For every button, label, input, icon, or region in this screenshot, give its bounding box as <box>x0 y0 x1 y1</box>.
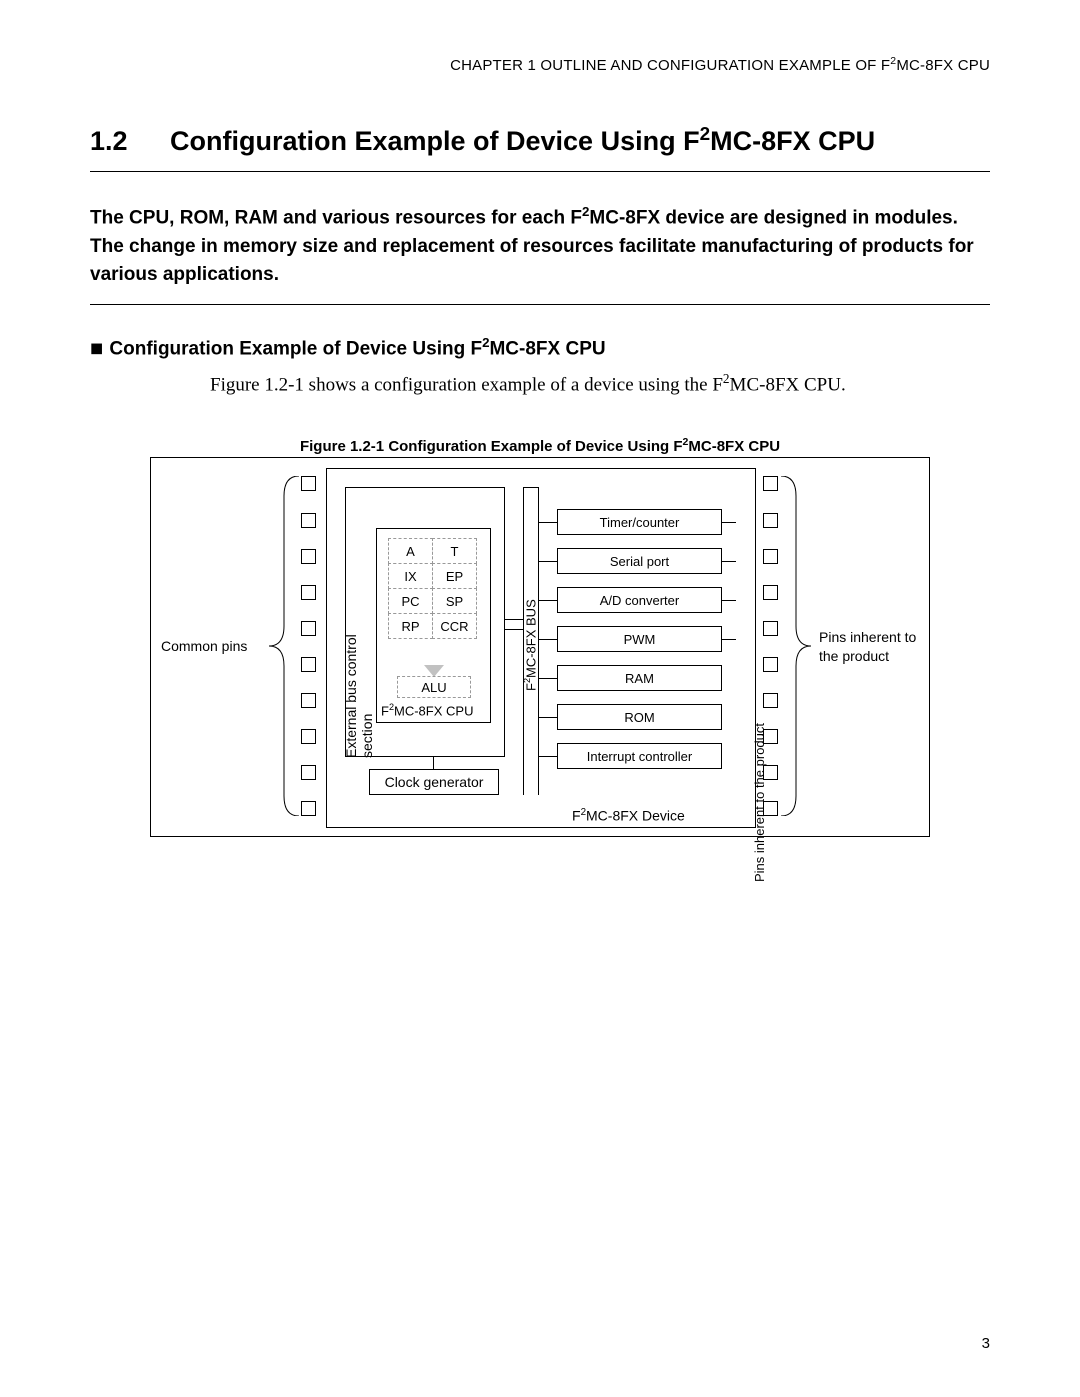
pin <box>301 621 316 636</box>
cpu-block: F2MC-8FX CPU ATIXEPPCSPRPCCR ALU <box>376 528 491 723</box>
periph-link <box>539 522 557 523</box>
periph-link <box>539 717 557 718</box>
pins-product-label: Pins inherent to the product <box>752 723 767 882</box>
pin <box>301 585 316 600</box>
register-cell: IX <box>388 563 433 589</box>
page-number: 3 <box>982 1335 990 1352</box>
brace-right <box>781 476 821 816</box>
clock-link <box>433 757 434 769</box>
register-cell: A <box>388 538 433 564</box>
brace-left <box>259 476 299 816</box>
device-box: F2MC-8FX Device External bus control sec… <box>326 468 756 828</box>
pin <box>763 476 778 491</box>
periph-link <box>539 600 557 601</box>
register-cell: EP <box>432 563 477 589</box>
ext-bus-label: External bus control section <box>343 597 375 758</box>
peripheral-box: A/D converter <box>557 587 722 613</box>
cpu-label: F2MC-8FX CPU <box>381 702 473 718</box>
pin <box>301 513 316 528</box>
pin <box>301 693 316 708</box>
peripheral-box: Serial port <box>557 548 722 574</box>
peripheral-box: PWM <box>557 626 722 652</box>
peripheral-column: Timer/counter Serial port A/D converter PWM… <box>557 509 722 782</box>
chapter-header: CHAPTER 1 OUTLINE AND CONFIGURATION EXAM… <box>90 55 990 74</box>
register-cell: SP <box>432 588 477 614</box>
periph-link <box>539 639 557 640</box>
inherent-pins-label: Pins inherent to the product <box>819 628 919 664</box>
pin <box>301 765 316 780</box>
pin <box>301 476 316 491</box>
pin <box>763 513 778 528</box>
periph-link-right <box>722 600 736 601</box>
periph-link <box>539 678 557 679</box>
pin <box>763 549 778 564</box>
block-diagram: Common pins Pins inherent to the product… <box>150 457 930 837</box>
peripheral-box: ROM <box>557 704 722 730</box>
pins-left <box>301 476 317 816</box>
pin <box>301 729 316 744</box>
pin <box>763 657 778 672</box>
periph-link-right <box>722 639 736 640</box>
register-cell: PC <box>388 588 433 614</box>
pin <box>763 621 778 636</box>
device-label: F2MC-8FX Device <box>572 807 685 824</box>
register-cell: T <box>432 538 477 564</box>
clock-generator: Clock generator <box>369 769 499 795</box>
subhead: ■ Configuration Example of Device Using … <box>90 335 990 361</box>
rule-top <box>90 171 990 172</box>
pin <box>763 585 778 600</box>
alu-block: ALU <box>397 665 471 698</box>
pin <box>301 657 316 672</box>
intro-paragraph: The CPU, ROM, RAM and various resources … <box>90 202 990 290</box>
peripheral-box: RAM <box>557 665 722 691</box>
periph-link-right <box>722 522 736 523</box>
register-cell: RP <box>388 613 433 639</box>
bus-link <box>505 619 523 620</box>
periph-link <box>539 756 557 757</box>
pin <box>763 693 778 708</box>
body-text: Figure 1.2-1 shows a configuration examp… <box>210 371 990 396</box>
figure-caption: Figure 1.2-1 Configuration Example of De… <box>90 436 990 455</box>
periph-link <box>539 561 557 562</box>
common-pins-label: Common pins <box>161 638 247 654</box>
pin <box>301 549 316 564</box>
bus-label: F2MC-8FX BUS <box>522 600 538 692</box>
ext-bus-section: External bus control section F2MC-8FX CP… <box>345 487 505 757</box>
bus-link <box>505 629 523 630</box>
peripheral-box: Interrupt controller <box>557 743 722 769</box>
pin <box>301 801 316 816</box>
rule-bottom <box>90 304 990 305</box>
register-cell: CCR <box>432 613 477 639</box>
section-title: 1.2Configuration Example of Device Using… <box>90 124 990 157</box>
peripheral-box: Timer/counter <box>557 509 722 535</box>
periph-link-right <box>722 561 736 562</box>
register-grid: ATIXEPPCSPRPCCR <box>389 539 479 639</box>
